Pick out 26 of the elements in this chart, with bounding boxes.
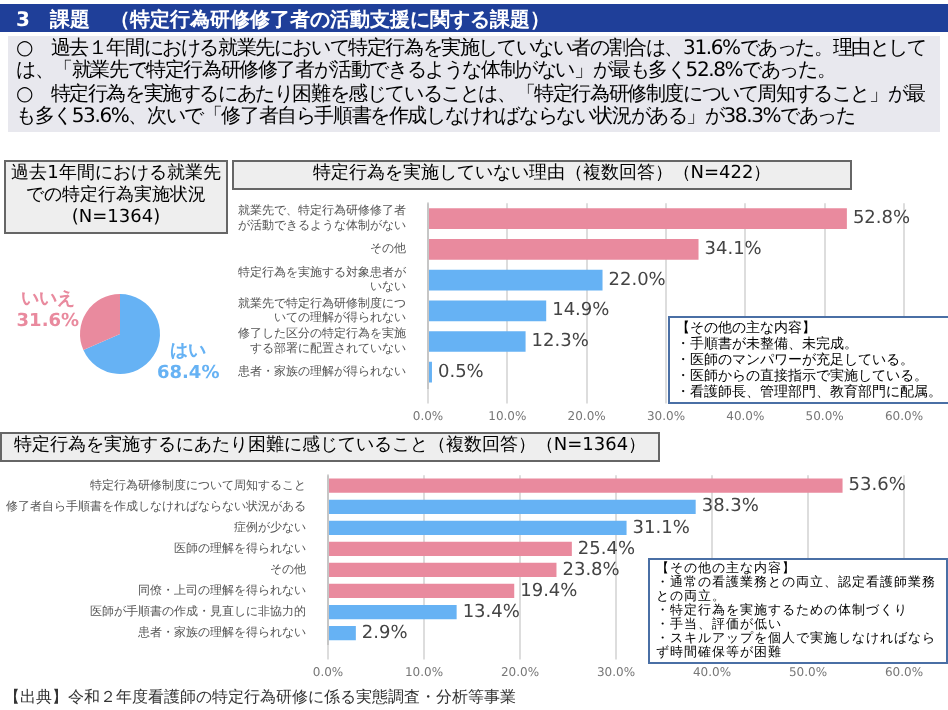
chart-title: 特定行為を実施するにあたり困難に感じていること（複数回答）（N=1364）: [0, 432, 660, 462]
data-label: 38.3%: [701, 497, 760, 518]
data-label: 52.8%: [852, 209, 911, 230]
data-label: 34.1%: [704, 239, 763, 260]
slice-label: はい: [170, 342, 207, 363]
data-label: 22.0%: [608, 270, 667, 291]
data-label: 31.1%: [632, 518, 691, 539]
data-label: 23.8%: [562, 560, 621, 581]
data-label: 25.4%: [577, 539, 636, 560]
data-label: 19.4%: [520, 581, 579, 602]
data-label: 2.9%: [361, 623, 409, 644]
text: 3 課題 （特定行為研修修了者の活動支援に関する課題）: [0, 4, 948, 32]
data-label: 0.5%: [437, 362, 485, 383]
slice-label: いいえ: [20, 287, 75, 310]
data-label: 31.6%: [16, 311, 80, 332]
text: ○ 特定行為を実施するにあたり困難を感じていることは、「特定行為研修制度について周知すること」が最も多く53.6%、次いで「修了者自ら手順書を作成しなければならない状況がある」が38.3%であった: [16, 84, 927, 128]
text: 【出典】令和２年度看護師の特定行為研修に係る実態調査・分析等事業: [4, 688, 516, 708]
text: ○ 過去１年間における就業先において特定行為を実施していない者の割合は、31.6%であった。理由としては、「就業先で特定行為研修修了者が活動できるような体制がない」が最も多く52.8%であった。: [16, 38, 928, 82]
chart-subtitle: (N=1364): [69, 208, 163, 230]
data-label: 14.9%: [552, 301, 611, 322]
chart-title: 特定行為を実施していない理由（複数回答）（N=422）: [232, 160, 852, 190]
data-label: 13.4%: [462, 602, 521, 623]
data-label: 68.4%: [156, 364, 220, 385]
data-label: 53.6%: [848, 476, 907, 497]
data-label: 12.3%: [531, 332, 590, 353]
chart-title: 過去1年間における就業先での特定行為実施状況: [9, 164, 223, 208]
